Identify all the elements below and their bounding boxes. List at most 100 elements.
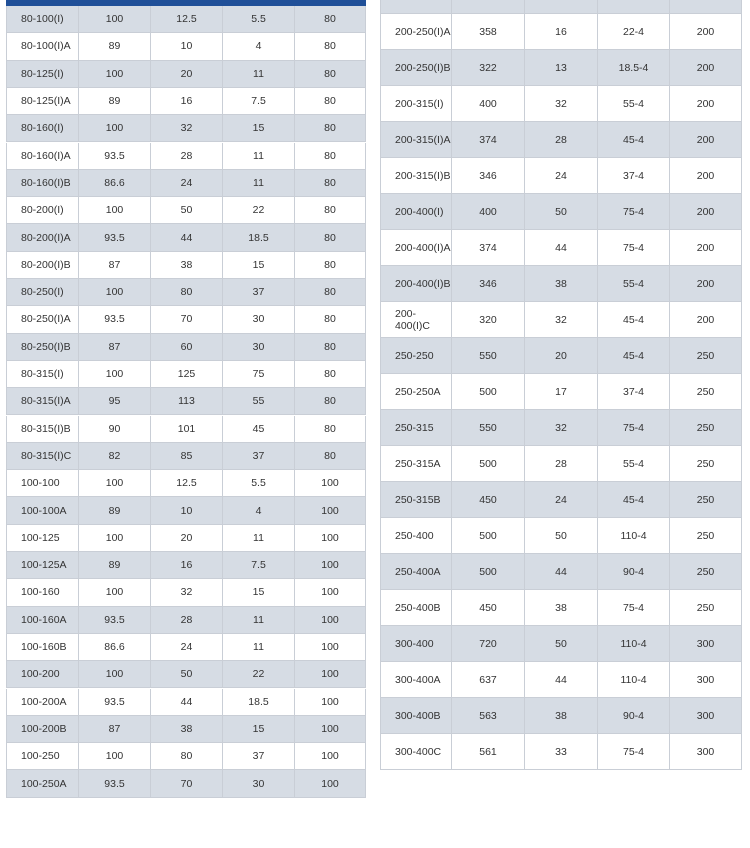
table-cell: 55-4 [598, 446, 670, 482]
table-cell: 44 [525, 230, 598, 266]
table-cell: 75-4 [598, 590, 670, 626]
table-cell: 5.5 [223, 470, 295, 498]
table-cell: 100 [79, 115, 151, 143]
table-cell: 90-4 [598, 698, 670, 734]
table-cell: 89 [79, 497, 151, 525]
table-cell: 200 [670, 14, 742, 50]
table-cell: 300-400C [380, 734, 452, 770]
table-cell: 93.5 [79, 606, 151, 634]
table-cell: 11 [223, 606, 295, 634]
table-cell: 80 [295, 251, 366, 279]
table-cell: 200-400(I)B [380, 266, 452, 302]
table-cell: 93.5 [79, 688, 151, 716]
partial-row [380, 0, 452, 14]
table-cell: 300 [670, 734, 742, 770]
table-cell: 300-400A [380, 662, 452, 698]
table-cell: 22 [223, 661, 295, 689]
table-cell: 93.5 [79, 142, 151, 170]
table-cell: 100 [295, 579, 366, 607]
table-cell: 50 [151, 197, 223, 225]
table-cell: 100 [79, 197, 151, 225]
table-cell: 80 [295, 6, 366, 34]
table-cell: 100-125 [6, 524, 79, 552]
table-cell: 44 [151, 688, 223, 716]
table-cell: 300-400 [380, 626, 452, 662]
table-cell: 100-160 [6, 579, 79, 607]
table-cell: 55-4 [598, 86, 670, 122]
table-cell: 15 [223, 115, 295, 143]
table-cell: 90-4 [598, 554, 670, 590]
table-cell: 100 [295, 743, 366, 771]
table-cell: 80 [295, 60, 366, 88]
table-cell: 32 [151, 579, 223, 607]
table-cell: 90 [79, 415, 151, 443]
table-cell: 200-315(I)B [380, 158, 452, 194]
table-cell: 45-4 [598, 302, 670, 338]
table-cell: 200-315(I) [380, 86, 452, 122]
table-cell: 28 [151, 606, 223, 634]
table-cell: 80 [295, 197, 366, 225]
table-cell: 200-400(I)A [380, 230, 452, 266]
table-cell: 11 [223, 60, 295, 88]
table-cell: 55-4 [598, 266, 670, 302]
table-cell: 100 [79, 279, 151, 307]
table-cell: 11 [223, 169, 295, 198]
table-cell: 32 [525, 302, 598, 338]
table-cell: 300-400B [380, 698, 452, 734]
header-strip [6, 0, 366, 6]
table-cell: 80-315(I)A [6, 388, 79, 416]
table-cell: 200-400(I) [380, 194, 452, 230]
table-cell: 80 [295, 87, 366, 116]
table-cell: 10 [151, 33, 223, 61]
table-cell: 37 [223, 743, 295, 771]
table-cell: 87 [79, 715, 151, 744]
table-cell: 82 [79, 442, 151, 471]
table-cell: 12.5 [151, 470, 223, 498]
table-cell: 37 [223, 279, 295, 307]
table-cell: 100-160A [6, 606, 79, 634]
table-cell: 100 [295, 524, 366, 552]
table-cell: 250 [670, 410, 742, 446]
table-cell: 100 [79, 743, 151, 771]
table-cell: 80-315(I) [6, 360, 79, 389]
table-cell: 75-4 [598, 410, 670, 446]
table-cell: 320 [452, 302, 525, 338]
partial-row [452, 0, 525, 14]
table-cell: 17 [525, 374, 598, 410]
table-cell: 86.6 [79, 633, 151, 662]
table-cell: 80 [295, 115, 366, 143]
table-cell: 563 [452, 698, 525, 734]
table-cell: 80-160(I) [6, 115, 79, 143]
table-cell: 637 [452, 662, 525, 698]
table-cell: 550 [452, 338, 525, 374]
table-cell: 200-250(I)A [380, 14, 452, 50]
table-cell: 125 [151, 360, 223, 389]
table-cell: 16 [151, 87, 223, 116]
table-cell: 250 [670, 590, 742, 626]
partial-row [598, 0, 670, 14]
table-cell: 32 [525, 410, 598, 446]
table-cell: 80 [295, 169, 366, 198]
table-cell: 80 [295, 388, 366, 416]
table-cell: 13 [525, 50, 598, 86]
table-cell: 38 [525, 590, 598, 626]
table-cell: 75 [223, 360, 295, 389]
table-cell: 100 [295, 470, 366, 498]
table-cell: 200 [670, 266, 742, 302]
table-cell: 50 [525, 194, 598, 230]
table-cell: 60 [151, 333, 223, 361]
table-cell: 89 [79, 552, 151, 580]
table-cell: 16 [525, 14, 598, 50]
table-cell: 200 [670, 158, 742, 194]
table-cell: 22 [223, 197, 295, 225]
table-cell: 86.6 [79, 169, 151, 198]
table-cell: 70 [151, 306, 223, 334]
table-cell: 30 [223, 770, 295, 798]
table-cell: 110-4 [598, 626, 670, 662]
table-cell: 75-4 [598, 194, 670, 230]
table-cell: 110-4 [598, 662, 670, 698]
table-cell: 250-400B [380, 590, 452, 626]
table-cell: 33 [525, 734, 598, 770]
table-cell: 250 [670, 482, 742, 518]
partial-row [525, 0, 598, 14]
